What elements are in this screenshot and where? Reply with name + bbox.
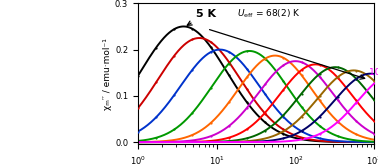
Point	[317, 72, 323, 75]
Point	[317, 99, 323, 102]
Point	[244, 50, 250, 52]
Point	[335, 76, 341, 78]
Point	[153, 46, 159, 49]
Point	[226, 51, 232, 53]
Point	[353, 77, 359, 80]
Point	[371, 82, 377, 85]
Point	[317, 115, 323, 118]
Point	[171, 128, 177, 131]
Point	[135, 130, 141, 133]
Point	[353, 69, 359, 72]
Point	[335, 77, 341, 79]
Point	[299, 74, 305, 77]
Point	[262, 93, 268, 96]
Point	[135, 107, 141, 109]
Point	[208, 87, 214, 89]
Point	[299, 130, 305, 133]
Point	[371, 73, 377, 75]
Point	[244, 76, 250, 79]
Point	[226, 125, 232, 127]
Point	[353, 99, 359, 102]
Point	[317, 64, 323, 66]
Point	[226, 74, 232, 76]
Point	[262, 83, 268, 85]
Point	[171, 94, 177, 96]
Point	[299, 69, 305, 71]
Point	[280, 128, 287, 131]
Point	[299, 106, 305, 108]
Point	[208, 135, 214, 138]
Point	[208, 41, 214, 43]
Point	[153, 116, 159, 119]
Point	[226, 62, 232, 65]
Point	[189, 134, 195, 136]
Point	[317, 75, 323, 78]
Point	[280, 64, 287, 67]
Point	[262, 57, 268, 60]
Text: $U_{\rm eff}$ = 68(2) K: $U_{\rm eff}$ = 68(2) K	[237, 7, 301, 20]
Point	[189, 111, 195, 114]
Point	[244, 128, 250, 130]
Point	[280, 56, 287, 59]
Point	[299, 115, 305, 118]
Point	[226, 136, 232, 139]
Point	[153, 81, 159, 84]
Point	[262, 129, 268, 132]
Point	[317, 125, 323, 127]
Point	[335, 99, 341, 101]
Point	[280, 88, 287, 91]
Point	[189, 38, 195, 41]
Point	[262, 111, 268, 114]
Point	[244, 106, 250, 109]
Text: 10 K: 10 K	[369, 68, 378, 77]
Point	[317, 95, 323, 97]
Point	[244, 101, 250, 104]
Point	[299, 136, 305, 139]
Point	[299, 61, 305, 64]
Point	[353, 78, 359, 80]
Point	[153, 136, 159, 139]
Point	[135, 74, 141, 77]
Point	[280, 114, 287, 117]
Point	[280, 137, 287, 140]
Point	[371, 99, 377, 101]
Point	[353, 102, 359, 104]
Point	[280, 133, 287, 135]
Point	[299, 92, 305, 95]
Point	[371, 80, 377, 82]
Point	[280, 130, 287, 133]
Point	[171, 54, 177, 57]
Point	[299, 130, 305, 132]
Point	[262, 112, 268, 115]
Point	[189, 28, 195, 30]
Point	[280, 80, 287, 83]
Point	[335, 95, 341, 98]
Point	[262, 57, 268, 60]
Point	[317, 137, 323, 140]
Point	[353, 133, 359, 136]
Point	[335, 120, 341, 123]
Y-axis label: χₘ′′ / emu·mol⁻¹: χₘ′′ / emu·mol⁻¹	[103, 38, 112, 110]
Point	[335, 135, 341, 138]
Point	[244, 137, 250, 140]
Point	[244, 68, 250, 70]
Point	[371, 132, 377, 135]
Point	[262, 121, 268, 124]
Point	[189, 68, 195, 71]
Point	[353, 120, 359, 122]
Point	[226, 101, 232, 104]
Point	[280, 115, 287, 118]
Point	[335, 66, 341, 69]
Point	[244, 88, 250, 91]
Point	[371, 120, 377, 123]
Point	[335, 121, 341, 123]
Point	[171, 28, 177, 30]
Point	[317, 133, 323, 135]
Point	[208, 46, 214, 48]
Point	[208, 122, 214, 124]
Point	[208, 51, 214, 53]
Text: 5 K: 5 K	[187, 9, 216, 25]
Point	[226, 61, 232, 63]
